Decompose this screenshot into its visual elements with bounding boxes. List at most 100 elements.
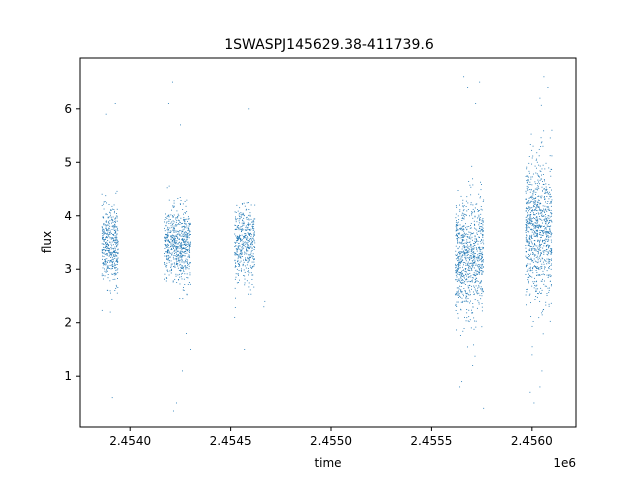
data-point	[455, 267, 457, 269]
data-point	[458, 218, 460, 220]
data-point	[174, 255, 176, 257]
data-point	[184, 235, 186, 237]
data-point	[176, 256, 178, 258]
data-point	[536, 222, 538, 224]
data-point	[175, 234, 177, 236]
data-point	[545, 304, 547, 306]
data-point	[464, 252, 466, 254]
data-point	[114, 248, 116, 249]
data-point	[186, 239, 188, 241]
data-point	[249, 215, 251, 217]
data-point	[531, 276, 533, 278]
data-point	[543, 245, 545, 247]
data-point	[533, 203, 535, 205]
data-point	[532, 268, 533, 270]
data-point	[472, 291, 474, 293]
data-point	[116, 226, 118, 228]
data-point	[248, 272, 250, 274]
data-point	[538, 188, 540, 190]
data-point	[177, 213, 179, 215]
data-point	[113, 204, 115, 206]
data-point	[481, 246, 483, 248]
data-point	[538, 274, 539, 276]
data-point	[237, 259, 239, 261]
data-point	[537, 293, 539, 295]
data-point	[239, 238, 241, 240]
data-point	[531, 221, 533, 223]
data-point	[178, 247, 180, 249]
data-point	[188, 268, 190, 270]
data-point	[539, 233, 541, 235]
data-point	[541, 214, 543, 216]
data-point	[111, 232, 113, 234]
data-point	[170, 243, 172, 245]
data-point	[237, 263, 239, 265]
data-point	[539, 202, 541, 204]
data-point	[480, 267, 482, 269]
data-point	[532, 193, 534, 195]
data-point	[530, 220, 531, 222]
data-point	[476, 250, 478, 252]
data-point	[166, 187, 168, 189]
data-point	[242, 244, 244, 246]
data-point	[456, 233, 458, 235]
data-point	[459, 262, 461, 264]
data-point	[529, 259, 531, 261]
data-point	[466, 228, 468, 230]
data-point	[117, 261, 119, 263]
data-point	[168, 256, 170, 258]
data-point	[537, 185, 539, 187]
data-point	[534, 281, 536, 283]
data-point	[542, 164, 544, 166]
data-point	[246, 259, 248, 261]
data-point	[536, 210, 538, 212]
data-point	[245, 267, 247, 269]
data-point	[535, 207, 536, 209]
data-point	[185, 260, 187, 262]
data-point	[525, 224, 527, 226]
data-point	[250, 256, 252, 258]
data-point	[113, 258, 114, 260]
data-point	[482, 239, 484, 241]
data-point	[188, 263, 190, 265]
data-point	[532, 261, 534, 263]
data-point	[545, 233, 547, 235]
data-point	[529, 236, 531, 238]
data-point	[536, 183, 538, 184]
data-point	[549, 320, 551, 322]
data-point	[481, 303, 483, 304]
data-point	[239, 218, 241, 220]
data-point	[537, 220, 539, 222]
data-point	[244, 205, 246, 207]
data-point	[539, 208, 541, 210]
data-point	[189, 245, 191, 247]
data-point	[169, 241, 171, 243]
data-point	[543, 179, 545, 180]
data-point	[528, 202, 530, 204]
data-point	[457, 290, 459, 292]
data-point	[104, 238, 106, 240]
data-point	[178, 270, 180, 271]
data-point	[185, 236, 187, 238]
data-point	[536, 233, 538, 235]
data-point	[181, 278, 183, 280]
data-point	[541, 236, 542, 238]
data-point	[187, 259, 189, 261]
data-point	[189, 257, 191, 259]
data-point	[171, 249, 173, 250]
data-point	[180, 266, 182, 268]
data-point	[115, 220, 117, 222]
data-point	[237, 254, 239, 256]
data-point	[251, 274, 253, 276]
data-point	[247, 250, 249, 252]
data-point	[480, 206, 482, 207]
data-point	[463, 282, 465, 284]
data-point	[472, 260, 473, 262]
data-point	[237, 257, 239, 259]
data-point	[467, 287, 469, 289]
data-point	[234, 229, 236, 230]
data-point	[173, 205, 175, 207]
data-point	[545, 239, 547, 241]
data-point	[467, 254, 469, 255]
